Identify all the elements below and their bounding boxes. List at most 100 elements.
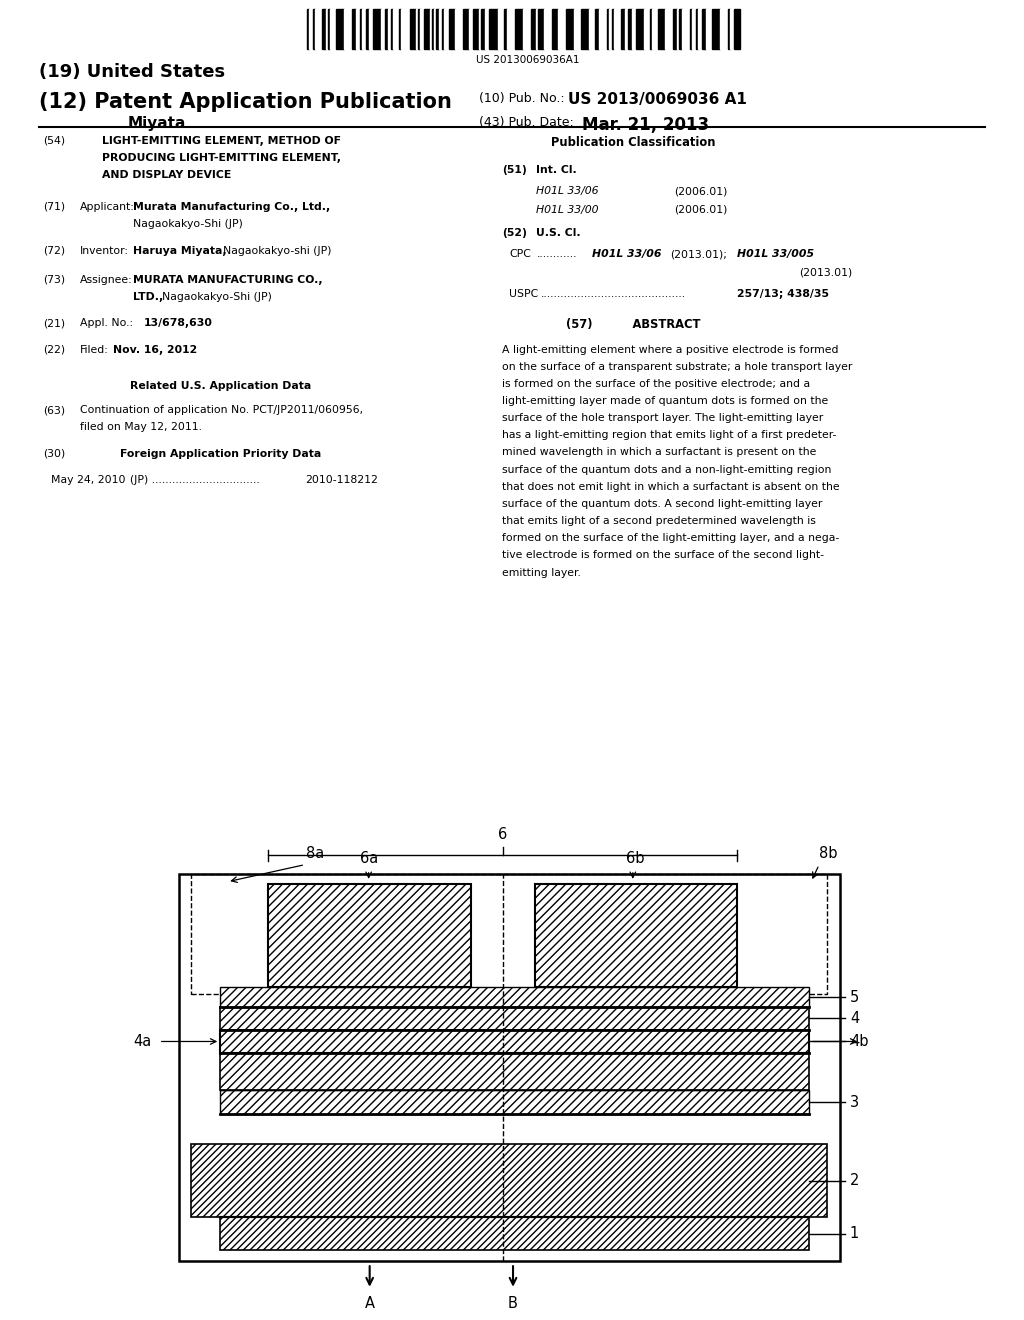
Bar <box>191 1144 827 1217</box>
Bar <box>220 1007 809 1030</box>
Text: Appl. No.:: Appl. No.: <box>80 318 133 329</box>
Text: Miyata: Miyata <box>128 116 186 131</box>
Bar <box>344 9 352 49</box>
Text: 257/13; 438/35: 257/13; 438/35 <box>737 289 829 300</box>
Text: Murata Manufacturing Co., Ltd.,: Murata Manufacturing Co., Ltd., <box>133 202 331 213</box>
Text: (71): (71) <box>43 202 66 213</box>
Text: ...........................................: ........................................… <box>541 289 686 300</box>
Bar <box>410 9 416 49</box>
Bar <box>507 9 515 49</box>
Text: H01L 33/00: H01L 33/00 <box>536 205 598 215</box>
Text: Continuation of application No. PCT/JP2011/060956,: Continuation of application No. PCT/JP20… <box>80 405 362 416</box>
Bar <box>628 9 632 49</box>
Bar <box>416 9 418 49</box>
Bar <box>391 9 393 49</box>
Text: (54): (54) <box>43 136 66 147</box>
Text: Mar. 21, 2013: Mar. 21, 2013 <box>582 116 709 135</box>
Bar <box>677 9 679 49</box>
Text: 6: 6 <box>498 828 508 842</box>
Bar <box>489 9 498 49</box>
Text: A: A <box>365 1296 375 1311</box>
Bar <box>268 884 471 987</box>
Text: Haruya Miyata,: Haruya Miyata, <box>133 246 226 256</box>
Bar <box>360 9 362 49</box>
Bar <box>322 9 326 49</box>
Bar <box>220 1217 809 1250</box>
Text: 13/678,630: 13/678,630 <box>143 318 212 329</box>
Text: (2013.01);: (2013.01); <box>670 249 727 260</box>
Bar <box>665 9 673 49</box>
Text: (52): (52) <box>502 228 526 239</box>
Text: Foreign Application Priority Data: Foreign Application Priority Data <box>120 449 321 459</box>
Bar <box>469 9 473 49</box>
Bar <box>581 9 589 49</box>
Text: U.S. Cl.: U.S. Cl. <box>536 228 581 239</box>
Bar <box>706 9 712 49</box>
Text: Publication Classification: Publication Classification <box>551 136 715 149</box>
Text: Related U.S. Application Data: Related U.S. Application Data <box>129 381 311 392</box>
Text: 5: 5 <box>850 990 859 1005</box>
Text: (12) Patent Application Publication: (12) Patent Application Publication <box>39 92 452 112</box>
Bar <box>179 874 840 1261</box>
Bar <box>362 9 366 49</box>
Text: 8a: 8a <box>306 846 325 861</box>
Text: Int. Cl.: Int. Cl. <box>536 165 577 176</box>
Bar <box>644 9 650 49</box>
Bar <box>481 9 485 49</box>
Bar <box>418 9 420 49</box>
Bar <box>220 1090 809 1114</box>
Bar <box>309 9 313 49</box>
Bar <box>373 9 381 49</box>
Bar <box>485 9 489 49</box>
Bar <box>388 9 391 49</box>
Text: Nagaokakyo-Shi (JP): Nagaokakyo-Shi (JP) <box>133 219 243 230</box>
Text: 2: 2 <box>850 1173 859 1188</box>
Bar <box>381 9 385 49</box>
Text: Assignee:: Assignee: <box>80 275 133 285</box>
Bar <box>455 9 463 49</box>
Bar <box>538 9 544 49</box>
Bar <box>679 9 682 49</box>
Bar <box>658 9 665 49</box>
Text: (2013.01): (2013.01) <box>799 268 852 279</box>
Text: (63): (63) <box>43 405 66 416</box>
Bar <box>728 9 730 49</box>
Text: LIGHT-EMITTING ELEMENT, METHOD OF: LIGHT-EMITTING ELEMENT, METHOD OF <box>102 136 341 147</box>
Bar <box>449 9 455 49</box>
Bar <box>650 9 652 49</box>
Bar <box>442 9 444 49</box>
Bar <box>589 9 595 49</box>
Text: B: B <box>508 1296 518 1311</box>
Text: Filed:: Filed: <box>80 345 109 355</box>
Text: Nov. 16, 2012: Nov. 16, 2012 <box>113 345 197 355</box>
Bar <box>220 1053 809 1090</box>
Bar <box>696 9 698 49</box>
Bar <box>698 9 702 49</box>
Text: Nagaokakyo-shi (JP): Nagaokakyo-shi (JP) <box>223 246 332 256</box>
Text: 6a: 6a <box>359 851 378 866</box>
Bar <box>439 9 442 49</box>
Text: (21): (21) <box>43 318 66 329</box>
Text: (10) Pub. No.:: (10) Pub. No.: <box>479 92 565 106</box>
Bar <box>523 9 531 49</box>
Text: mined wavelength in which a surfactant is present on the: mined wavelength in which a surfactant i… <box>502 447 816 458</box>
Text: emitting layer.: emitting layer. <box>502 568 581 578</box>
Bar <box>424 9 430 49</box>
Text: May 24, 2010: May 24, 2010 <box>51 475 126 486</box>
Text: (73): (73) <box>43 275 66 285</box>
Bar <box>479 9 481 49</box>
Text: tive electrode is formed on the surface of the second light-: tive electrode is formed on the surface … <box>502 550 823 561</box>
Bar <box>544 9 552 49</box>
Bar <box>607 9 609 49</box>
Bar <box>636 9 644 49</box>
Bar <box>307 9 309 49</box>
Bar <box>673 9 677 49</box>
Text: Inventor:: Inventor: <box>80 246 129 256</box>
Text: H01L 33/06: H01L 33/06 <box>592 249 662 260</box>
Bar <box>498 9 504 49</box>
Text: (51): (51) <box>502 165 526 176</box>
Bar <box>369 9 373 49</box>
Bar <box>558 9 566 49</box>
Bar <box>432 9 434 49</box>
Bar <box>434 9 436 49</box>
